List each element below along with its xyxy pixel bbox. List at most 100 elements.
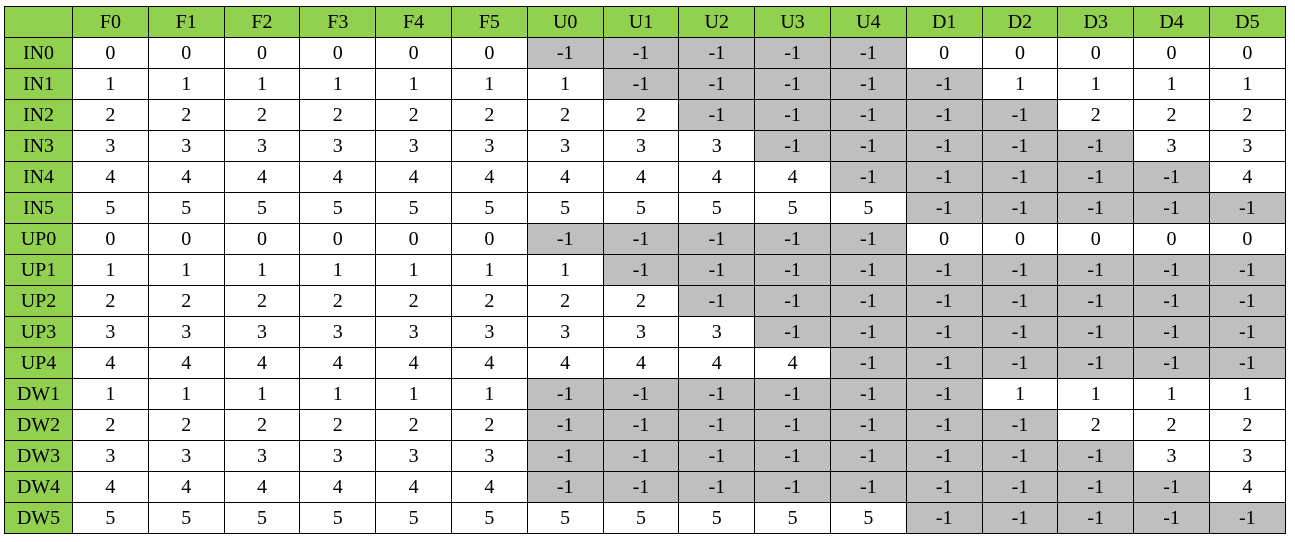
table-cell: 0 bbox=[1208, 37, 1286, 69]
table-cell: 4 bbox=[1208, 161, 1286, 193]
table-cell: 0 bbox=[375, 223, 452, 255]
table-cell: 2 bbox=[1208, 99, 1286, 131]
table-cell: 4 bbox=[450, 471, 528, 503]
table-cell: -1 bbox=[1057, 285, 1135, 317]
table-cell: -1 bbox=[1057, 347, 1135, 379]
table-cell: -1 bbox=[754, 378, 831, 410]
table-cell: 5 bbox=[526, 192, 604, 224]
column-header-d2: D2 bbox=[981, 6, 1059, 38]
table-cell: -1 bbox=[678, 37, 756, 69]
column-header-u2: U2 bbox=[678, 6, 756, 38]
table-cell: 2 bbox=[602, 99, 680, 131]
row-header-up4: UP4 bbox=[4, 347, 73, 379]
table-cell: -1 bbox=[678, 440, 756, 472]
table-row: DW3 3 3 3 3 3 3 -1 -1 -1 -1 -1 -1 -1 -1 3 3 bbox=[4, 440, 1286, 472]
table-cell: -1 bbox=[602, 37, 680, 69]
table-cell: -1 bbox=[981, 471, 1059, 503]
table-cell: 3 bbox=[450, 316, 528, 348]
table-cell: -1 bbox=[905, 316, 983, 348]
table-cell: -1 bbox=[981, 192, 1059, 224]
table-cell: 3 bbox=[1133, 130, 1210, 162]
table-cell: -1 bbox=[678, 68, 756, 100]
table-cell: 1 bbox=[1133, 68, 1210, 100]
table-cell: 1 bbox=[223, 254, 301, 286]
table-cell: -1 bbox=[1057, 254, 1135, 286]
table-cell: -1 bbox=[754, 37, 831, 69]
table-cell: 3 bbox=[678, 130, 756, 162]
table-cell: -1 bbox=[526, 223, 604, 255]
table-cell: 2 bbox=[299, 99, 377, 131]
table-cell: 1 bbox=[1208, 378, 1286, 410]
table-cell: -1 bbox=[829, 471, 907, 503]
table-cell: -1 bbox=[602, 378, 680, 410]
table-cell: 4 bbox=[147, 471, 225, 503]
table-cell: 2 bbox=[1057, 409, 1135, 441]
table-row: UP1 1 1 1 1 1 1 1 -1 -1 -1 -1 -1 -1 -1 -1 -1 bbox=[4, 254, 1286, 286]
table-row: UP3 3 3 3 3 3 3 3 3 3 -1 -1 -1 -1 -1 -1 -1 bbox=[4, 316, 1286, 348]
table-cell: 1 bbox=[450, 68, 528, 100]
table-cell: 5 bbox=[223, 502, 301, 534]
table-cell: 3 bbox=[1208, 440, 1286, 472]
table-cell: 2 bbox=[147, 285, 225, 317]
column-header-u0: U0 bbox=[526, 6, 604, 38]
table-cell: -1 bbox=[602, 471, 680, 503]
table-cell: -1 bbox=[1057, 440, 1135, 472]
table-cell: 2 bbox=[72, 99, 149, 131]
table-cell: 2 bbox=[450, 285, 528, 317]
table-cell: 0 bbox=[72, 223, 149, 255]
table-cell: 1 bbox=[1057, 68, 1135, 100]
table-cell: 0 bbox=[1057, 37, 1135, 69]
table-row: IN2 2 2 2 2 2 2 2 2 -1 -1 -1 -1 -1 2 2 2 bbox=[4, 99, 1286, 131]
table-cell: 4 bbox=[678, 161, 756, 193]
table-cell: 2 bbox=[450, 409, 528, 441]
table-cell: -1 bbox=[754, 254, 831, 286]
table-cell: 0 bbox=[1133, 37, 1210, 69]
table-cell: -1 bbox=[678, 99, 756, 131]
table-cell: -1 bbox=[1133, 316, 1210, 348]
table-row: UP2 2 2 2 2 2 2 2 2 -1 -1 -1 -1 -1 -1 -1 -1 bbox=[4, 285, 1286, 317]
column-header-d4: D4 bbox=[1133, 6, 1210, 38]
table-cell: 2 bbox=[223, 99, 301, 131]
table-cell: 2 bbox=[526, 285, 604, 317]
table-cell: 0 bbox=[1133, 223, 1210, 255]
table-cell: -1 bbox=[1057, 471, 1135, 503]
column-header-d1: D1 bbox=[905, 6, 983, 38]
table-cell: 0 bbox=[905, 37, 983, 69]
table-cell: 5 bbox=[754, 192, 831, 224]
table-cell: 1 bbox=[223, 378, 301, 410]
table-cell: 5 bbox=[299, 502, 377, 534]
table-cell: 4 bbox=[147, 347, 225, 379]
column-header-f3: F3 bbox=[299, 6, 377, 38]
table-cell: -1 bbox=[754, 99, 831, 131]
table-cell: 1 bbox=[981, 378, 1059, 410]
table-cell: 3 bbox=[72, 440, 149, 472]
table-cell: 5 bbox=[299, 192, 377, 224]
table-cell: 4 bbox=[72, 161, 149, 193]
table-cell: 1 bbox=[299, 68, 377, 100]
column-header-u3: U3 bbox=[754, 6, 831, 38]
table-cell: -1 bbox=[1208, 502, 1286, 534]
table-cell: 4 bbox=[375, 161, 452, 193]
table-cell: 3 bbox=[526, 130, 604, 162]
table-cell: -1 bbox=[526, 37, 604, 69]
column-header-f0: F0 bbox=[72, 6, 149, 38]
table-cell: -1 bbox=[1208, 192, 1286, 224]
table-cell: 1 bbox=[72, 68, 149, 100]
table-cell: 4 bbox=[147, 161, 225, 193]
table-cell: 2 bbox=[375, 99, 452, 131]
table-cell: -1 bbox=[905, 68, 983, 100]
column-header-f2: F2 bbox=[223, 6, 301, 38]
row-header-up2: UP2 bbox=[4, 285, 73, 317]
table-cell: -1 bbox=[829, 223, 907, 255]
table-cell: -1 bbox=[754, 68, 831, 100]
table-cell: -1 bbox=[678, 378, 756, 410]
table-cell: 4 bbox=[526, 161, 604, 193]
table-cell: -1 bbox=[905, 378, 983, 410]
table-cell: 4 bbox=[754, 161, 831, 193]
table-cell: 3 bbox=[223, 440, 301, 472]
table-cell: -1 bbox=[829, 99, 907, 131]
table-row: DW5 5 5 5 5 5 5 5 5 5 5 5 -1 -1 -1 -1 -1 bbox=[4, 502, 1286, 534]
table-cell: -1 bbox=[829, 347, 907, 379]
column-header-d5: D5 bbox=[1208, 6, 1286, 38]
table-cell: 5 bbox=[754, 502, 831, 534]
